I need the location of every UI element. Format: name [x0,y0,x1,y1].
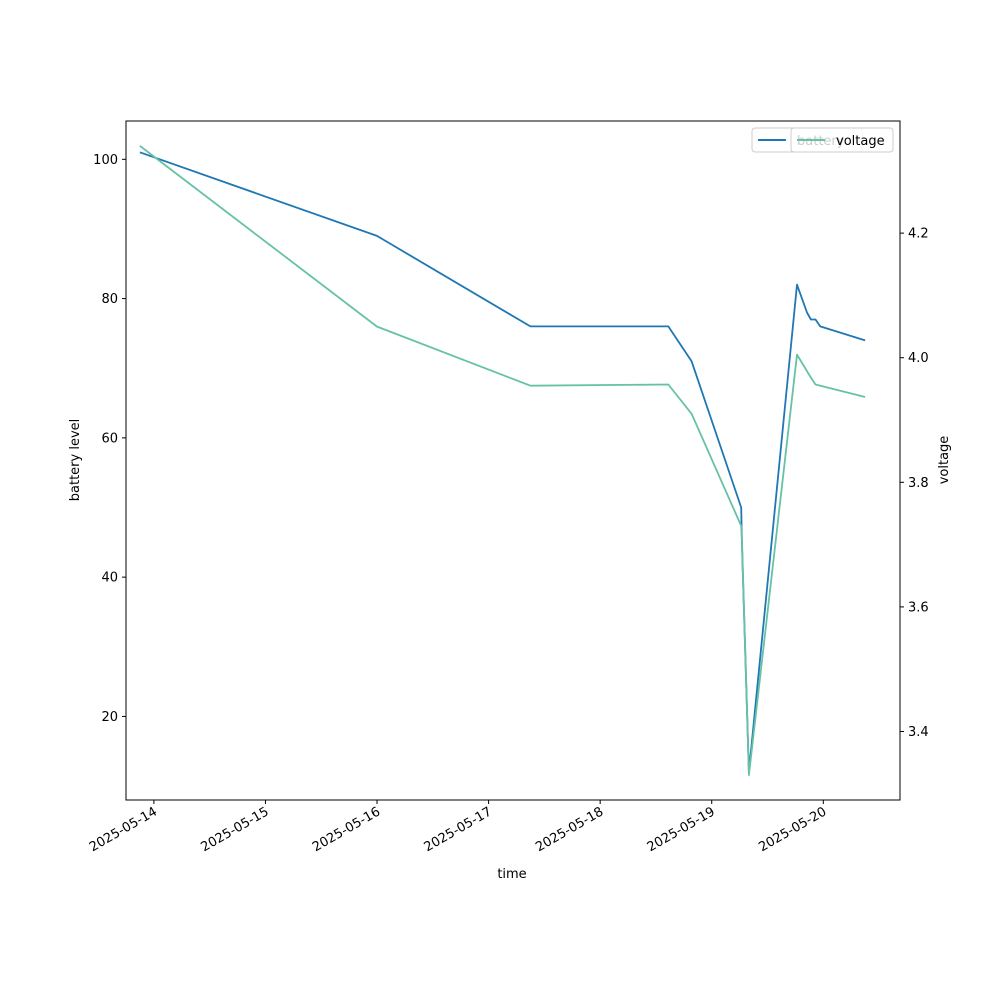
y-left-tick-label: 80 [101,292,118,307]
y-left-tick-label: 60 [101,431,118,446]
y-right-tick-label: 4.2 [908,227,929,242]
legend-voltage-label: voltage [836,134,885,149]
y-axis-right-label: voltage [937,436,952,485]
y-right-tick-label: 3.6 [908,600,929,615]
series-line-voltage [139,145,866,776]
series-layer [139,145,866,776]
x-axis-label: time [497,867,526,882]
y-left-tick-label: 100 [93,153,118,168]
y-right-tick-label: 3.8 [908,476,929,491]
y-axis-right: 3.4 3.6 3.8 4.0 4.2 [900,227,929,740]
legend-voltage-box [790,127,894,153]
legend-voltage: voltage [790,127,894,153]
y-axis-left: 20 40 60 80 100 [93,153,126,725]
plot-frame [125,120,901,801]
y-left-tick-label: 40 [101,571,118,586]
y-right-tick-label: 4.0 [908,351,929,366]
y-right-tick-label: 3.4 [908,725,929,740]
y-left-tick-label: 20 [101,710,118,725]
y-axis-left-label: battery level [68,419,83,502]
